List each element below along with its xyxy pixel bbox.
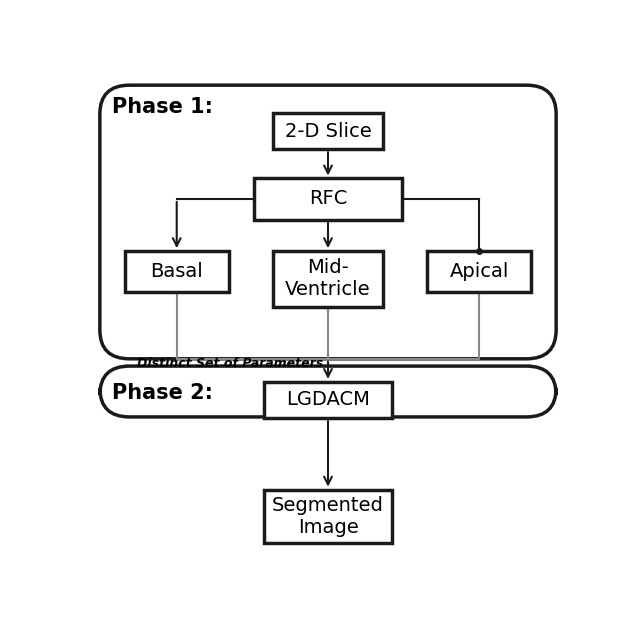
FancyBboxPatch shape (273, 113, 383, 149)
FancyBboxPatch shape (253, 179, 403, 220)
Text: Phase 1:: Phase 1: (112, 97, 213, 117)
FancyBboxPatch shape (428, 251, 531, 292)
FancyBboxPatch shape (273, 251, 383, 307)
FancyBboxPatch shape (264, 489, 392, 543)
Text: Segmented
Image: Segmented Image (272, 496, 384, 537)
Text: RFC: RFC (309, 189, 347, 208)
Text: Basal: Basal (150, 262, 203, 281)
FancyBboxPatch shape (100, 85, 556, 359)
Text: Phase 2:: Phase 2: (112, 382, 213, 403)
Text: Mid-
Ventricle: Mid- Ventricle (285, 259, 371, 299)
Text: Distinct Set of Parameters: Distinct Set of Parameters (137, 357, 323, 370)
Text: Apical: Apical (449, 262, 509, 281)
FancyBboxPatch shape (125, 251, 229, 292)
FancyBboxPatch shape (100, 366, 556, 417)
FancyBboxPatch shape (264, 382, 392, 418)
Text: 2-D Slice: 2-D Slice (285, 121, 371, 141)
Text: LGDACM: LGDACM (286, 391, 370, 409)
